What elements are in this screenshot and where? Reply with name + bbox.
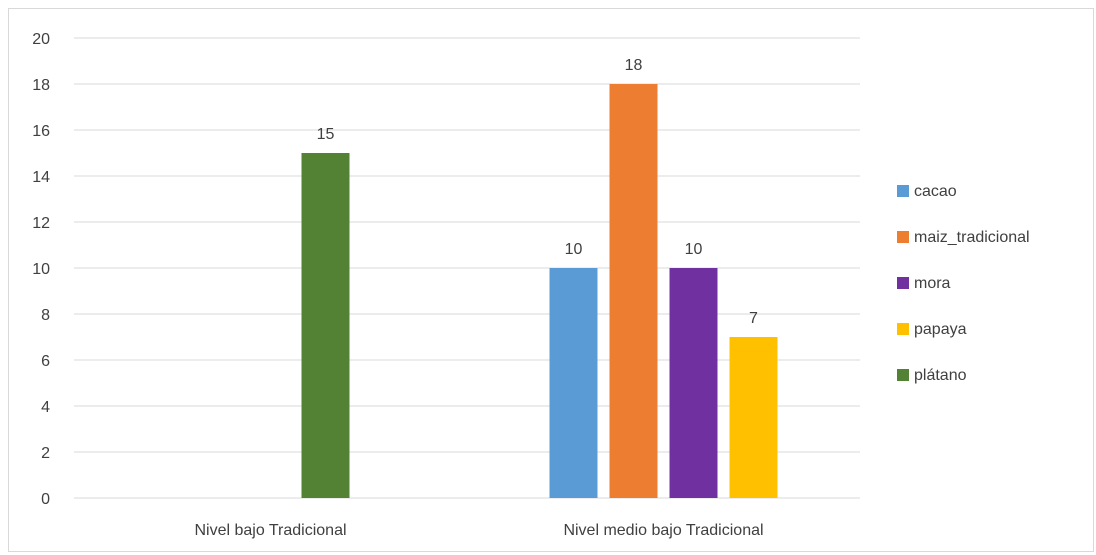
bar-mora	[669, 268, 718, 498]
x-axis-ticks: Nivel bajo Tradicional Nivel medio bajo T…	[194, 522, 763, 539]
legend-swatch	[897, 231, 909, 243]
bars	[301, 84, 778, 498]
legend-swatch	[897, 369, 909, 381]
legend-swatch	[897, 185, 909, 197]
bar-cacao	[549, 268, 598, 498]
y-tick-label: 8	[41, 307, 50, 324]
data-label: 7	[749, 310, 758, 327]
y-tick-label: 14	[32, 169, 50, 186]
y-tick-label: 12	[32, 215, 50, 232]
legend-swatch	[897, 277, 909, 289]
bar-pl-tano	[301, 153, 350, 498]
data-label: 15	[317, 126, 335, 143]
x-tick-label: Nivel bajo Tradicional	[194, 522, 346, 539]
data-label: 10	[565, 241, 583, 258]
legend-swatch	[897, 323, 909, 335]
y-tick-label: 20	[32, 31, 50, 48]
legend-label: plátano	[914, 367, 967, 384]
x-tick-label: Nivel medio bajo Tradicional	[563, 522, 763, 539]
y-tick-label: 0	[41, 491, 50, 508]
y-tick-label: 16	[32, 123, 50, 140]
y-axis-ticks: 0 2 4 6 8 10 12 14 16 18 20	[32, 31, 50, 508]
legend-label: papaya	[914, 321, 967, 338]
data-label: 10	[685, 241, 703, 258]
legend-label: mora	[914, 275, 951, 292]
data-label: 18	[625, 57, 643, 74]
legend-label: cacao	[914, 183, 957, 200]
data-labels: 15 10 18 10 7	[317, 57, 758, 327]
bar-papaya	[729, 337, 778, 498]
y-tick-label: 6	[41, 353, 50, 370]
y-tick-label: 2	[41, 445, 50, 462]
y-tick-label: 10	[32, 261, 50, 278]
gridlines	[74, 37, 860, 499]
y-tick-label: 4	[41, 399, 50, 416]
chart-frame	[8, 8, 1094, 552]
y-tick-label: 18	[32, 77, 50, 94]
bar-maiz-tradicional	[609, 84, 658, 498]
legend-label: maiz_tradicional	[914, 229, 1030, 246]
